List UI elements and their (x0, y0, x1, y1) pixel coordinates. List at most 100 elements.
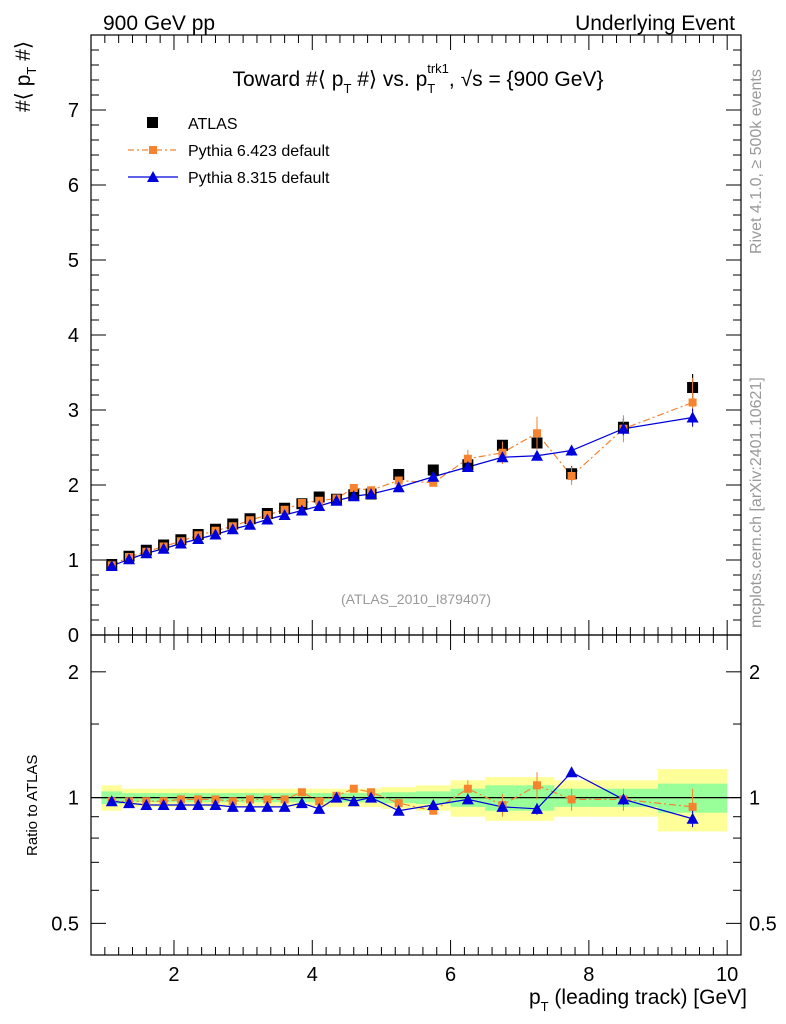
pythia8-data-point (461, 461, 474, 472)
pythia8-ratio-point (123, 797, 136, 809)
pythia8-data-point (347, 490, 360, 502)
pythia8-ratio-point (192, 799, 205, 811)
ratio-plot-area: 0.5 0.5 1 1 2 2 2 4 6 8 10 (51, 634, 777, 986)
main-y-tick-label: 3 (68, 400, 79, 422)
rivet-version-label: Rivet 4.1.0, ≥ 500k events (748, 69, 765, 254)
x-tick-label: 2 (168, 964, 179, 986)
ratio-y-tick-label: 0.5 (51, 913, 79, 935)
pythia8-ratio-point (461, 793, 474, 805)
pythia8-ratio-point (174, 799, 187, 811)
pythia8-ratio-point (140, 799, 153, 811)
pythia8-ratio-point (105, 795, 118, 807)
pythia8-data-point (565, 444, 578, 456)
pythia8-ratio-point (278, 800, 291, 812)
pythia6-ratio-point (533, 781, 542, 790)
main-y-tick-label: 2 (68, 475, 79, 497)
pythia8-data-point (261, 513, 274, 525)
pythia6-data-point (463, 454, 472, 463)
main-y-tick-label: 7 (68, 100, 79, 122)
pythia6-data-point (297, 499, 306, 507)
legend-pythia8-label: Pythia 8.315 default (188, 170, 330, 187)
header-right-label: Underlying Event (575, 12, 735, 35)
pythia8-ratio-point (261, 800, 274, 812)
pythia8-ratio-point (244, 800, 257, 812)
x-tick-label: 4 (307, 964, 318, 986)
pythia6-ratio-point (567, 795, 576, 804)
pythia8-ratio-point (392, 804, 405, 816)
pythia8-data-point (330, 494, 343, 506)
x-tick-label: 10 (716, 964, 738, 986)
ratio-plot-frame (90, 634, 742, 956)
pythia8-ratio-point (565, 766, 578, 778)
pythia6-ratio-point (463, 784, 472, 793)
pythia8-ratio-point (295, 797, 308, 809)
legend-pythia6-label: Pythia 6.423 default (188, 143, 330, 160)
atlas-data-point (427, 464, 439, 476)
pythia8-ratio-point (330, 791, 343, 803)
main-chart-title: Toward #⟨ pT #⟩ vs. pTtrk1, √s = {900 Ge… (233, 61, 604, 96)
pythia8-ratio-point (427, 799, 440, 811)
pythia6-ratio-point (429, 806, 438, 815)
pythia6-ratio-point (246, 795, 255, 804)
pythia8-data-point (365, 488, 378, 499)
pythia8-data-point (617, 422, 630, 434)
ratio-y-tick-label: 2 (68, 662, 79, 684)
pythia8-data-point (313, 500, 326, 511)
mcplots-label: mcplots.cern.ch [arXiv:2401.10621] (748, 377, 765, 628)
legend-pythia8-marker (147, 171, 159, 182)
pythia6-ratio-point (280, 795, 289, 804)
legend: ATLAS Pythia 6.423 default Pythia 8.315 … (128, 116, 330, 187)
ratio-y-tick-label-right: 1 (749, 788, 760, 810)
x-tick-label: 8 (583, 964, 594, 986)
pythia8-data-point (140, 547, 153, 559)
pythia8-data-point (209, 528, 222, 540)
pythia6-ratio-point (349, 784, 358, 793)
pythia8-data-point (427, 470, 440, 482)
pythia8-data-point (295, 504, 308, 516)
legend-atlas-marker (147, 117, 158, 128)
pythia8-data-point (531, 449, 544, 461)
pythia8-ratio-point (209, 799, 222, 811)
x-tick-label: 6 (445, 964, 456, 986)
pythia8-ratio-point (365, 791, 378, 803)
main-plot-area: 0 1 2 3 4 5 6 7 (68, 34, 742, 647)
pythia8-data-point (496, 451, 509, 463)
pythia6-data-point (429, 478, 438, 487)
pythia8-data-point (226, 523, 239, 535)
analysis-id-watermark: (ATLAS_2010_I879407) (341, 591, 491, 607)
main-y-tick-label: 4 (68, 325, 79, 347)
pythia6-data-point (688, 398, 697, 407)
pythia8-data-point (392, 481, 405, 493)
main-y-axis-label: #⟨ pT #⟩ (12, 41, 39, 112)
pythia8-ratio-point (226, 800, 239, 812)
pythia8-data-point (686, 411, 699, 423)
pythia8-ratio-point (313, 802, 326, 814)
ratio-ticks (91, 635, 741, 955)
pythia8-data-point (157, 542, 170, 554)
main-y-tick-label: 6 (68, 175, 79, 197)
pythia6-data-point (567, 472, 576, 480)
pythia6-data-point (533, 429, 542, 438)
pythia8-data-point (174, 537, 187, 549)
pythia8-data-point (244, 518, 257, 530)
pythia8-ratio-point (617, 793, 630, 805)
pythia6-data-point (349, 484, 358, 492)
pythia8-ratio-point (157, 799, 170, 811)
main-y-tick-label: 1 (68, 550, 79, 572)
ratio-y-tick-label-right: 2 (749, 662, 760, 684)
pythia8-ratio-point (686, 812, 699, 824)
ratio-y-tick-label-right: 0.5 (749, 913, 777, 935)
pythia8-data-point (105, 560, 118, 571)
pythia8-data-point (278, 509, 291, 520)
pythia8-ratio-point (347, 795, 360, 807)
ratio-y-tick-label: 1 (68, 788, 79, 810)
pythia6-ratio-point (297, 788, 306, 797)
pythia8-data-point (192, 533, 205, 544)
main-y-tick-label: 5 (68, 250, 79, 272)
legend-atlas-label: ATLAS (188, 116, 238, 133)
header-left-label: 900 GeV pp (103, 12, 215, 35)
pythia8-data-point (123, 553, 136, 565)
pythia8-ratio-point (531, 802, 544, 814)
pythia6-ratio-point (315, 797, 324, 806)
